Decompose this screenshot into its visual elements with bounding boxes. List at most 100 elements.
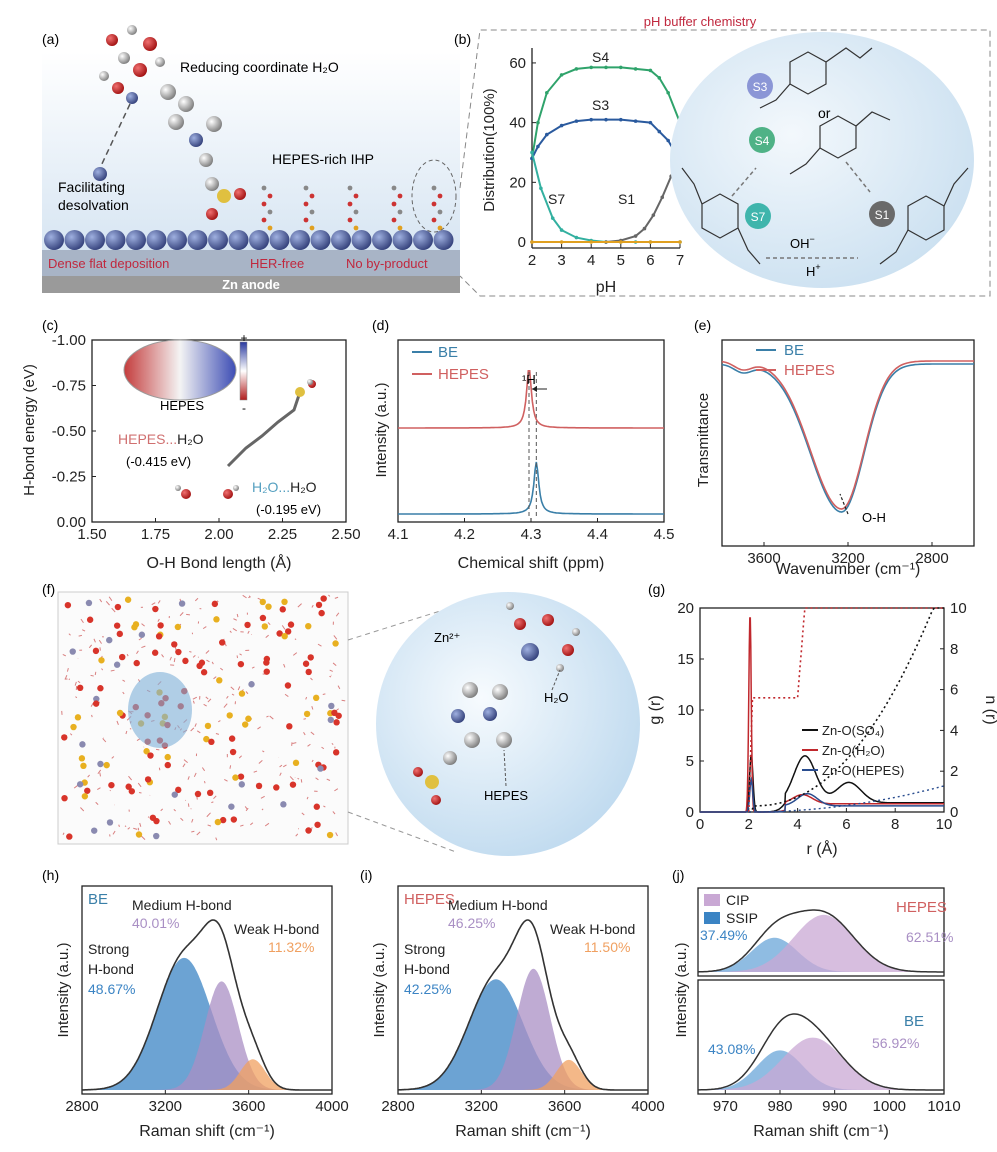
md-atom [125,783,132,790]
zoom-frame [459,29,991,297]
panel-letter-j: (j) [672,867,684,883]
atom [391,185,397,191]
x-axis-label: pH [596,279,616,296]
atom [267,209,273,215]
zn-atom [269,230,290,250]
md-atom [124,596,132,603]
md-atom [245,715,252,722]
water-bond [333,635,338,640]
md-atom [248,681,255,688]
water-bond [238,755,242,759]
water-bond [93,638,96,643]
md-atom [178,600,186,607]
cn-curve-so4 [748,607,944,813]
water-bond [90,702,94,707]
panel-h: (h) 2800 3200 3600 4000 Raman shift (cm⁻¹) In… [42,867,349,1140]
water-bond [157,600,161,604]
percent-weak: 11.32% [268,939,314,955]
water-bond [322,693,326,695]
atom [261,217,267,223]
label-no-byproduct: No by-product [346,256,428,271]
md-atom [135,831,143,838]
adsorbed-hepes-molecule [431,185,443,231]
water-bond [207,698,212,703]
water-bond [207,824,212,827]
water-bond [111,607,116,613]
md-atom [171,641,178,648]
nmr-arrow-label: ¹H [522,372,536,387]
water-bond [192,654,196,658]
md-atom [237,660,245,668]
panel-a: (a) Reducing coordinate H₂O HEPES-rich I… [42,25,460,293]
md-atom [204,722,212,730]
md-atom [70,723,77,731]
nmr-curve-hepes [398,370,664,429]
point-s3 [559,123,564,128]
y-axis-label: Distribution(100%) [481,88,498,211]
y-tick-label: -0.50 [52,423,86,440]
water-bond [297,603,302,608]
x-tick-label: 3600 [747,550,780,567]
legend-label: Zn-O(H₂O) [822,743,885,758]
water-bond [266,715,269,718]
water-bond [237,686,241,691]
md-atom [229,748,237,756]
water-bond [161,654,164,658]
water-bond [151,602,156,606]
water-bond [169,656,172,661]
x-axis-label: Raman shift (cm⁻¹) [753,1123,889,1140]
md-atom [174,623,182,631]
atom [431,201,437,207]
water-bond [203,703,207,707]
point-s1 [651,213,656,217]
water-bond [248,596,251,599]
series-label-s3: S3 [592,97,609,113]
water-bond [179,623,182,626]
y-tick-label: 0 [518,234,526,251]
y-axis-label: g (r) [647,695,664,724]
water-bond [292,742,297,744]
water-bond [328,594,331,597]
water-bond [307,743,311,747]
x-tick-label: 3 [557,252,565,269]
water-bond [111,756,115,759]
x-axis-label: O-H Bond length (Å) [147,553,292,572]
panel-letter-b: (b) [454,31,471,47]
point-s3 [633,119,638,123]
water-bond [192,700,195,704]
water-bond [306,796,309,800]
x-tick-label: 970 [713,1098,738,1115]
legend-label: BE [784,342,804,359]
x-tick-label: 10 [936,816,953,833]
hepes-pointer [503,749,507,787]
label-hepes-ihp: HEPES-rich IHP [272,151,374,167]
label-strong: Strong [404,941,445,957]
y-axis-label: Intensity (a.u.) [373,382,390,477]
md-atom [244,621,251,629]
adsorbed-hepes-molecule [391,185,403,231]
y-axis-label: Transmittance [695,393,712,487]
md-atom [113,661,121,668]
md-atom [103,761,110,769]
water-bond [183,759,188,763]
x-axis-label: Raman shift (cm⁻¹) [139,1123,275,1140]
atom [397,209,403,215]
water-bond [236,613,239,618]
md-atom [84,787,91,794]
point-s4 [574,67,579,71]
y-tick-label: 0 [686,804,694,821]
point-baseline [678,240,682,244]
legend-swatch-cip [704,894,720,906]
x-tick-label: 2800 [381,1098,414,1115]
water-bond [66,667,69,672]
series-label-s7: S7 [548,191,565,207]
md-atom [302,660,310,667]
water-bond [265,634,269,638]
md-atom [312,694,320,702]
water-bond [78,634,82,637]
md-atom [313,803,320,810]
point-s1 [633,234,638,238]
legend-label: Zn-O(SO₄) [822,723,884,738]
md-atom [164,753,171,761]
